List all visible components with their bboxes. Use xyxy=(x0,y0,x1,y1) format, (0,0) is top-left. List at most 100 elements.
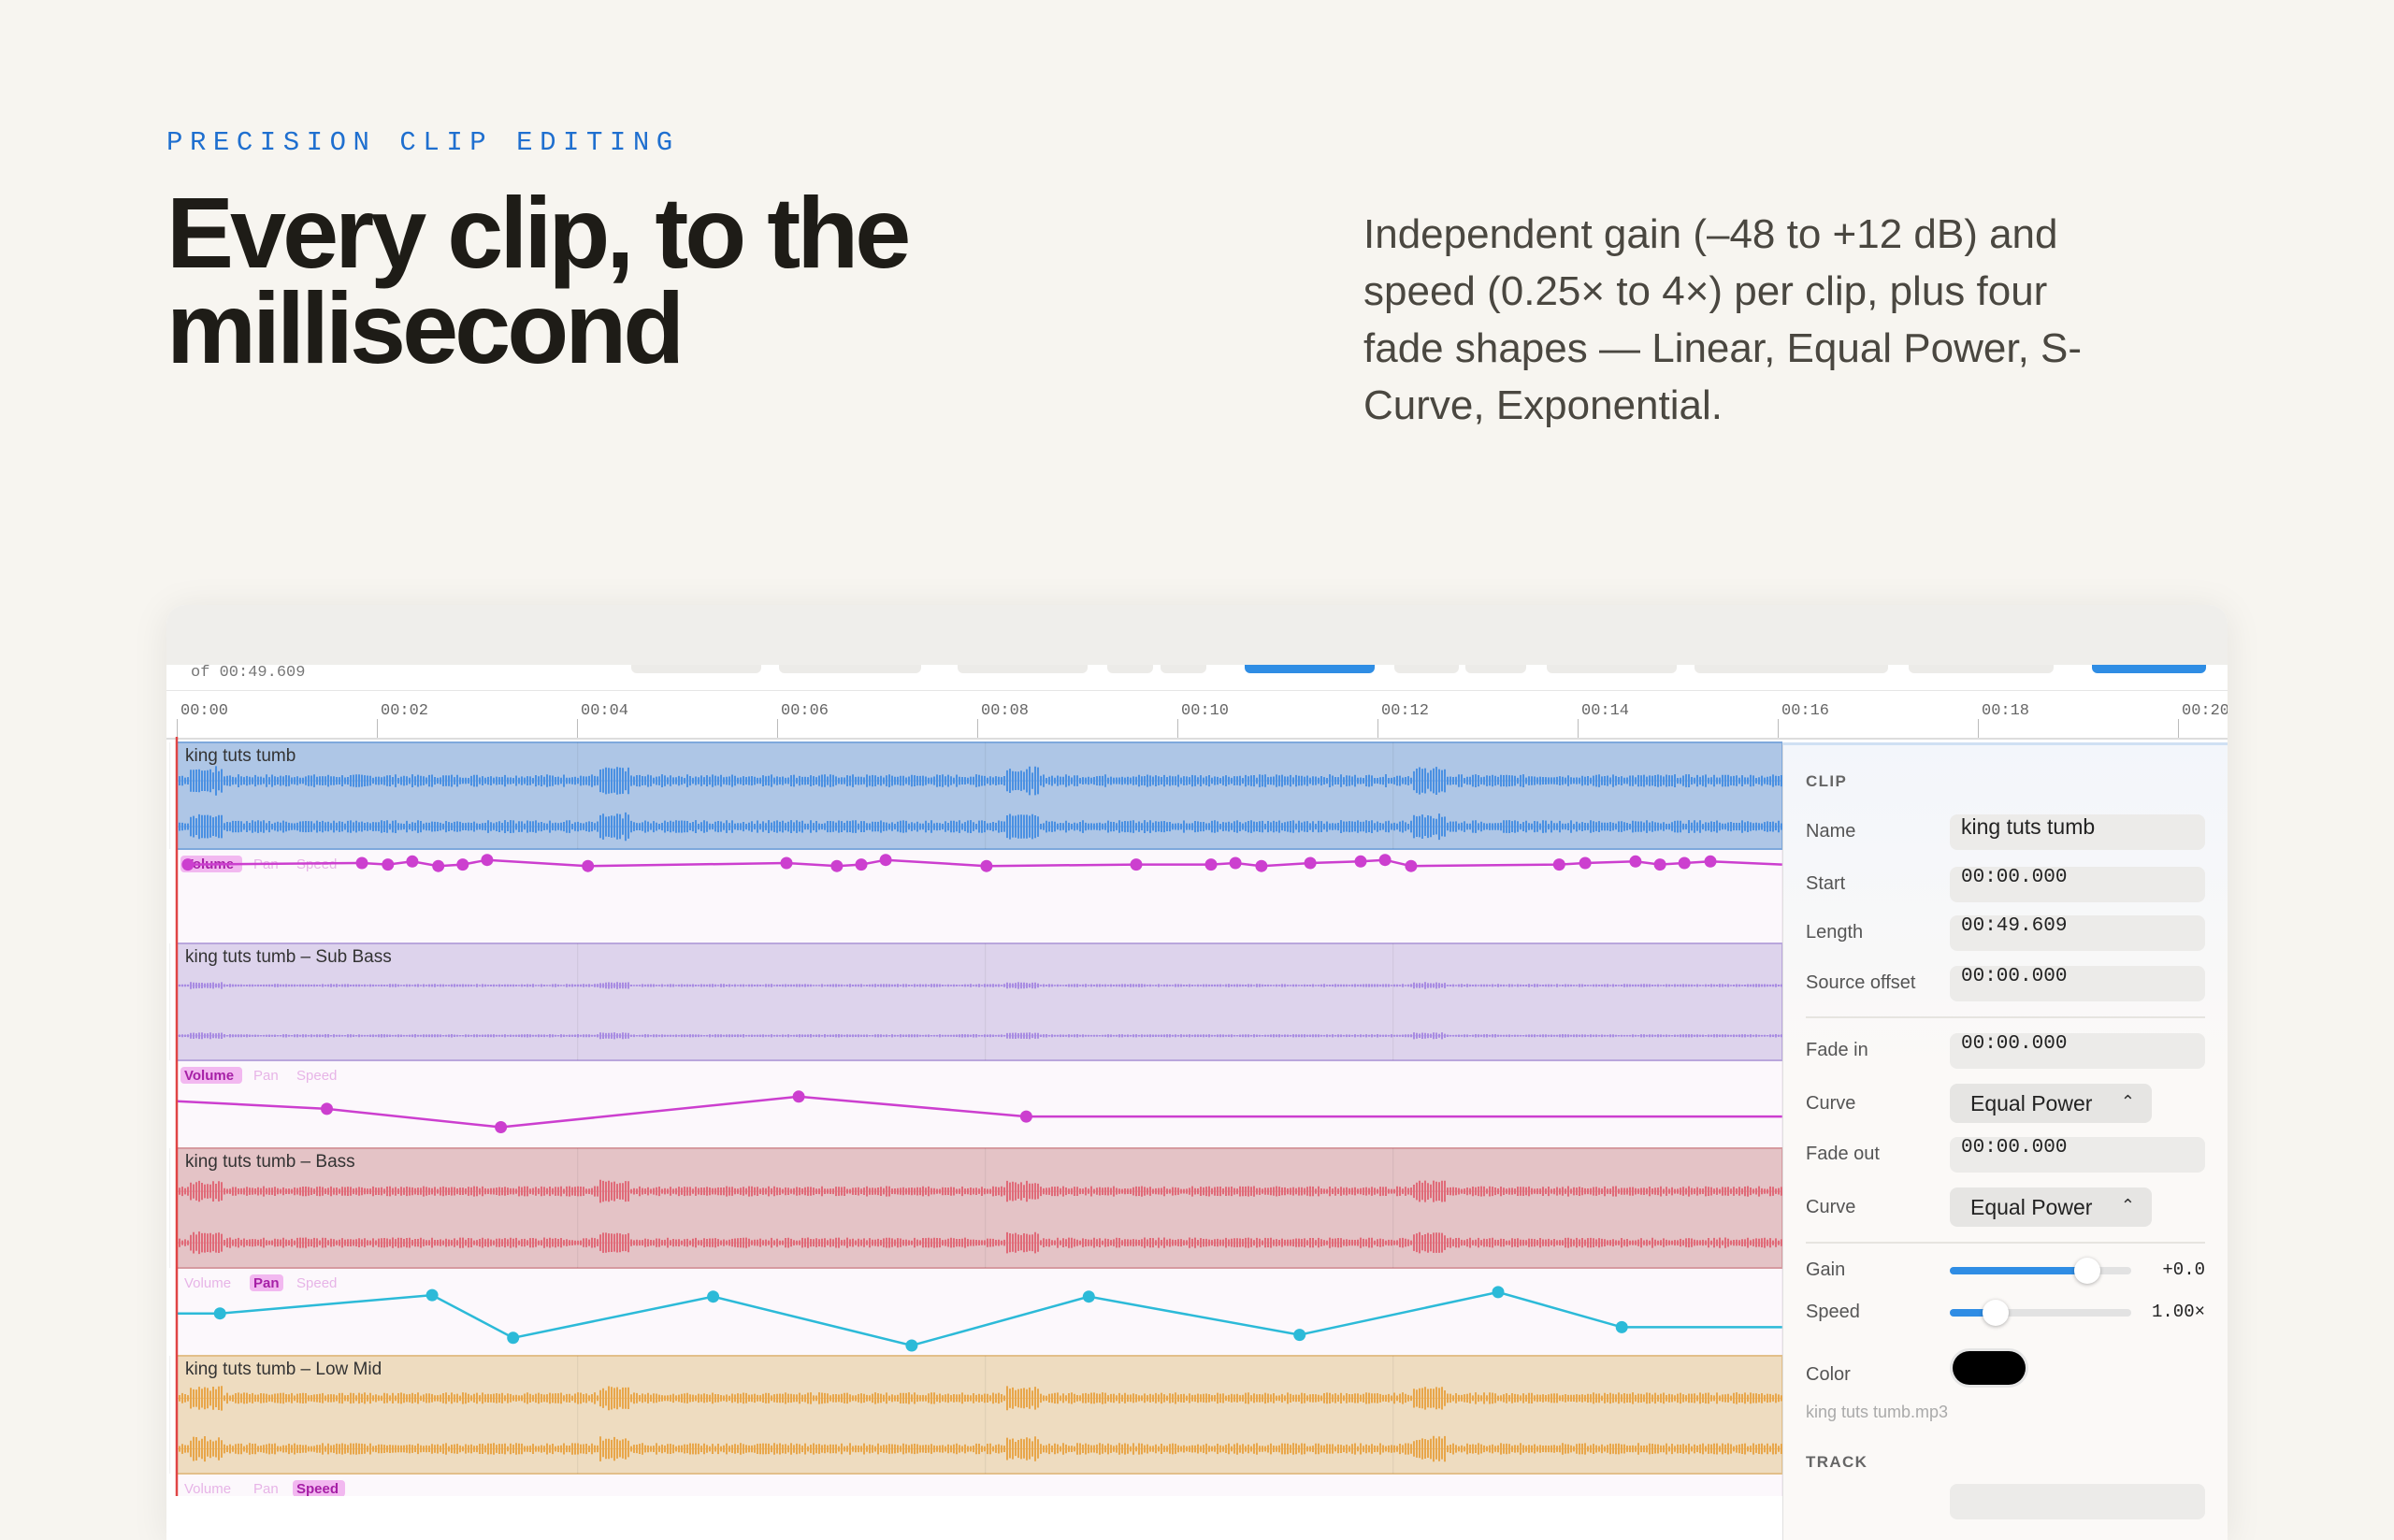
start-field[interactable]: 00:00.000 xyxy=(1950,867,2205,902)
automation-point xyxy=(980,859,993,872)
page: Precision clip editing { "eyebrow": "PRE… xyxy=(0,0,2394,1496)
automation-point xyxy=(1579,856,1592,870)
ruler-label: 00:18 xyxy=(1982,702,2030,720)
ruler-tick xyxy=(2178,719,2179,738)
duration: of 00:49.609 xyxy=(191,664,306,682)
clip xyxy=(176,741,1782,850)
curve-dropdown[interactable]: Equal Power xyxy=(1950,1186,2152,1227)
clip xyxy=(176,943,1782,1061)
lane-background xyxy=(176,1059,1782,1149)
automation-point xyxy=(1492,1286,1505,1299)
automation-point xyxy=(1552,858,1565,871)
name-field[interactable]: king tuts tumb xyxy=(1950,814,2205,850)
automation-point xyxy=(1615,1320,1628,1333)
ruler-label: 00:04 xyxy=(581,702,629,720)
offset-field[interactable]: 00:00.000 xyxy=(1950,966,2205,1001)
waveform xyxy=(179,1435,1782,1462)
slider-knob[interactable] xyxy=(1983,1300,2009,1326)
lane-tab: Speed xyxy=(296,1068,337,1084)
automation-point xyxy=(1019,1110,1032,1123)
slider-knob[interactable] xyxy=(2074,1258,2100,1284)
timeline-ruler: 00:00 00:02 00:04 00:06 00:08 00:10 00:12 00:14… xyxy=(166,690,2228,740)
automation-point xyxy=(1082,1290,1095,1303)
headline: Every clip, to the millisecond xyxy=(166,176,911,384)
automation-point xyxy=(432,859,445,872)
fade-out-field[interactable]: 00:00.000 xyxy=(1950,1137,2205,1173)
automation-point xyxy=(213,1307,226,1320)
ruler-tick xyxy=(377,719,378,738)
gain-value: +0.0 xyxy=(2162,1259,2205,1280)
label: Fade in xyxy=(1806,1040,1868,1060)
ruler-tick xyxy=(977,719,978,738)
speed-value: 1.00× xyxy=(2151,1302,2205,1322)
tracks: king tuts tumb Volume Pan Speed king tuts tu… xyxy=(169,737,1782,1496)
automation-point xyxy=(425,1288,439,1302)
fade-in-field[interactable]: 00:00.000 xyxy=(1950,1033,2205,1069)
ruler-label: 00:02 xyxy=(381,702,429,720)
automation-line xyxy=(177,1095,1782,1129)
lane-tab: Volume xyxy=(184,1275,231,1291)
ruler-tick xyxy=(1377,719,1378,738)
lane-tab: Speed xyxy=(296,1275,337,1291)
automation-point xyxy=(495,1121,508,1133)
ruler-tick xyxy=(777,719,778,738)
automation-point xyxy=(707,1290,720,1303)
lane-tab: Pan xyxy=(253,1275,280,1291)
app-window: of 00:49.609 00:00 00:02 00:04 00:06 00:08 00… xyxy=(166,605,2228,1540)
automation-point xyxy=(181,858,195,871)
ruler-label: 00:10 xyxy=(1181,702,1230,720)
waveform xyxy=(179,1032,1782,1040)
automation-point xyxy=(1704,855,1717,868)
label: Length xyxy=(1806,922,1864,943)
automation-point xyxy=(1354,855,1367,868)
speed-slider[interactable] xyxy=(1950,1300,2131,1326)
automation-point xyxy=(1255,859,1268,872)
automation-point xyxy=(879,854,892,867)
ruler-tick xyxy=(1578,719,1579,738)
color-swatch[interactable] xyxy=(1953,1351,2026,1385)
automation-point xyxy=(1304,856,1317,870)
waveform xyxy=(179,982,1782,989)
automation-point xyxy=(1629,855,1642,868)
automation-point xyxy=(1204,858,1218,871)
waveform xyxy=(179,1179,1782,1203)
eyebrow: PRECISION CLIP EDITING xyxy=(166,127,680,158)
automation-point xyxy=(905,1339,918,1352)
automation-point xyxy=(481,854,494,867)
file-name: king tuts tumb.mp3 xyxy=(1806,1403,1949,1421)
ruler-tick xyxy=(577,719,578,738)
track-field[interactable] xyxy=(1950,1484,2205,1519)
lane-tab: Pan xyxy=(253,1068,279,1084)
section-title: TRACK xyxy=(1806,1453,1868,1471)
ruler-label: 00:00 xyxy=(180,702,229,720)
length-field[interactable]: 00:49.609 xyxy=(1950,915,2205,951)
label: Curve xyxy=(1806,1197,1856,1217)
page-body: PRECISION CLIP EDITING Every clip, to th… xyxy=(0,0,2394,1496)
automation-line xyxy=(187,858,1782,868)
clip-name: king tuts tumb – Low Mid xyxy=(185,1360,382,1379)
label: Name xyxy=(1806,821,1856,842)
automation-point xyxy=(382,858,395,871)
gain-slider[interactable] xyxy=(1950,1258,2131,1284)
clip-name: king tuts tumb – Sub Bass xyxy=(185,947,392,967)
ruler-label: 00:06 xyxy=(781,702,829,720)
automation-point xyxy=(1405,859,1418,872)
label: Speed xyxy=(1806,1302,1860,1322)
automation-point xyxy=(406,855,419,868)
clip xyxy=(176,1355,1782,1475)
label: Gain xyxy=(1806,1259,1846,1280)
automation-point xyxy=(582,859,595,872)
label: Curve xyxy=(1806,1093,1856,1114)
clip-name: king tuts tumb – Bass xyxy=(185,1152,355,1172)
automation-point xyxy=(507,1331,520,1345)
slider-fill xyxy=(1950,1309,1996,1317)
ruler-label: 00:14 xyxy=(1581,702,1630,720)
automation-point xyxy=(1130,858,1143,871)
slider-fill xyxy=(1950,1267,2087,1274)
waveform xyxy=(179,812,1782,842)
label: Fade out xyxy=(1806,1144,1880,1164)
curve-dropdown[interactable]: Equal Power xyxy=(1950,1082,2152,1123)
waveform xyxy=(179,766,1782,796)
inspector: CLIP Name king tuts tumb Start 00:00.000… xyxy=(1782,742,2228,1540)
waveform xyxy=(179,1231,1782,1255)
